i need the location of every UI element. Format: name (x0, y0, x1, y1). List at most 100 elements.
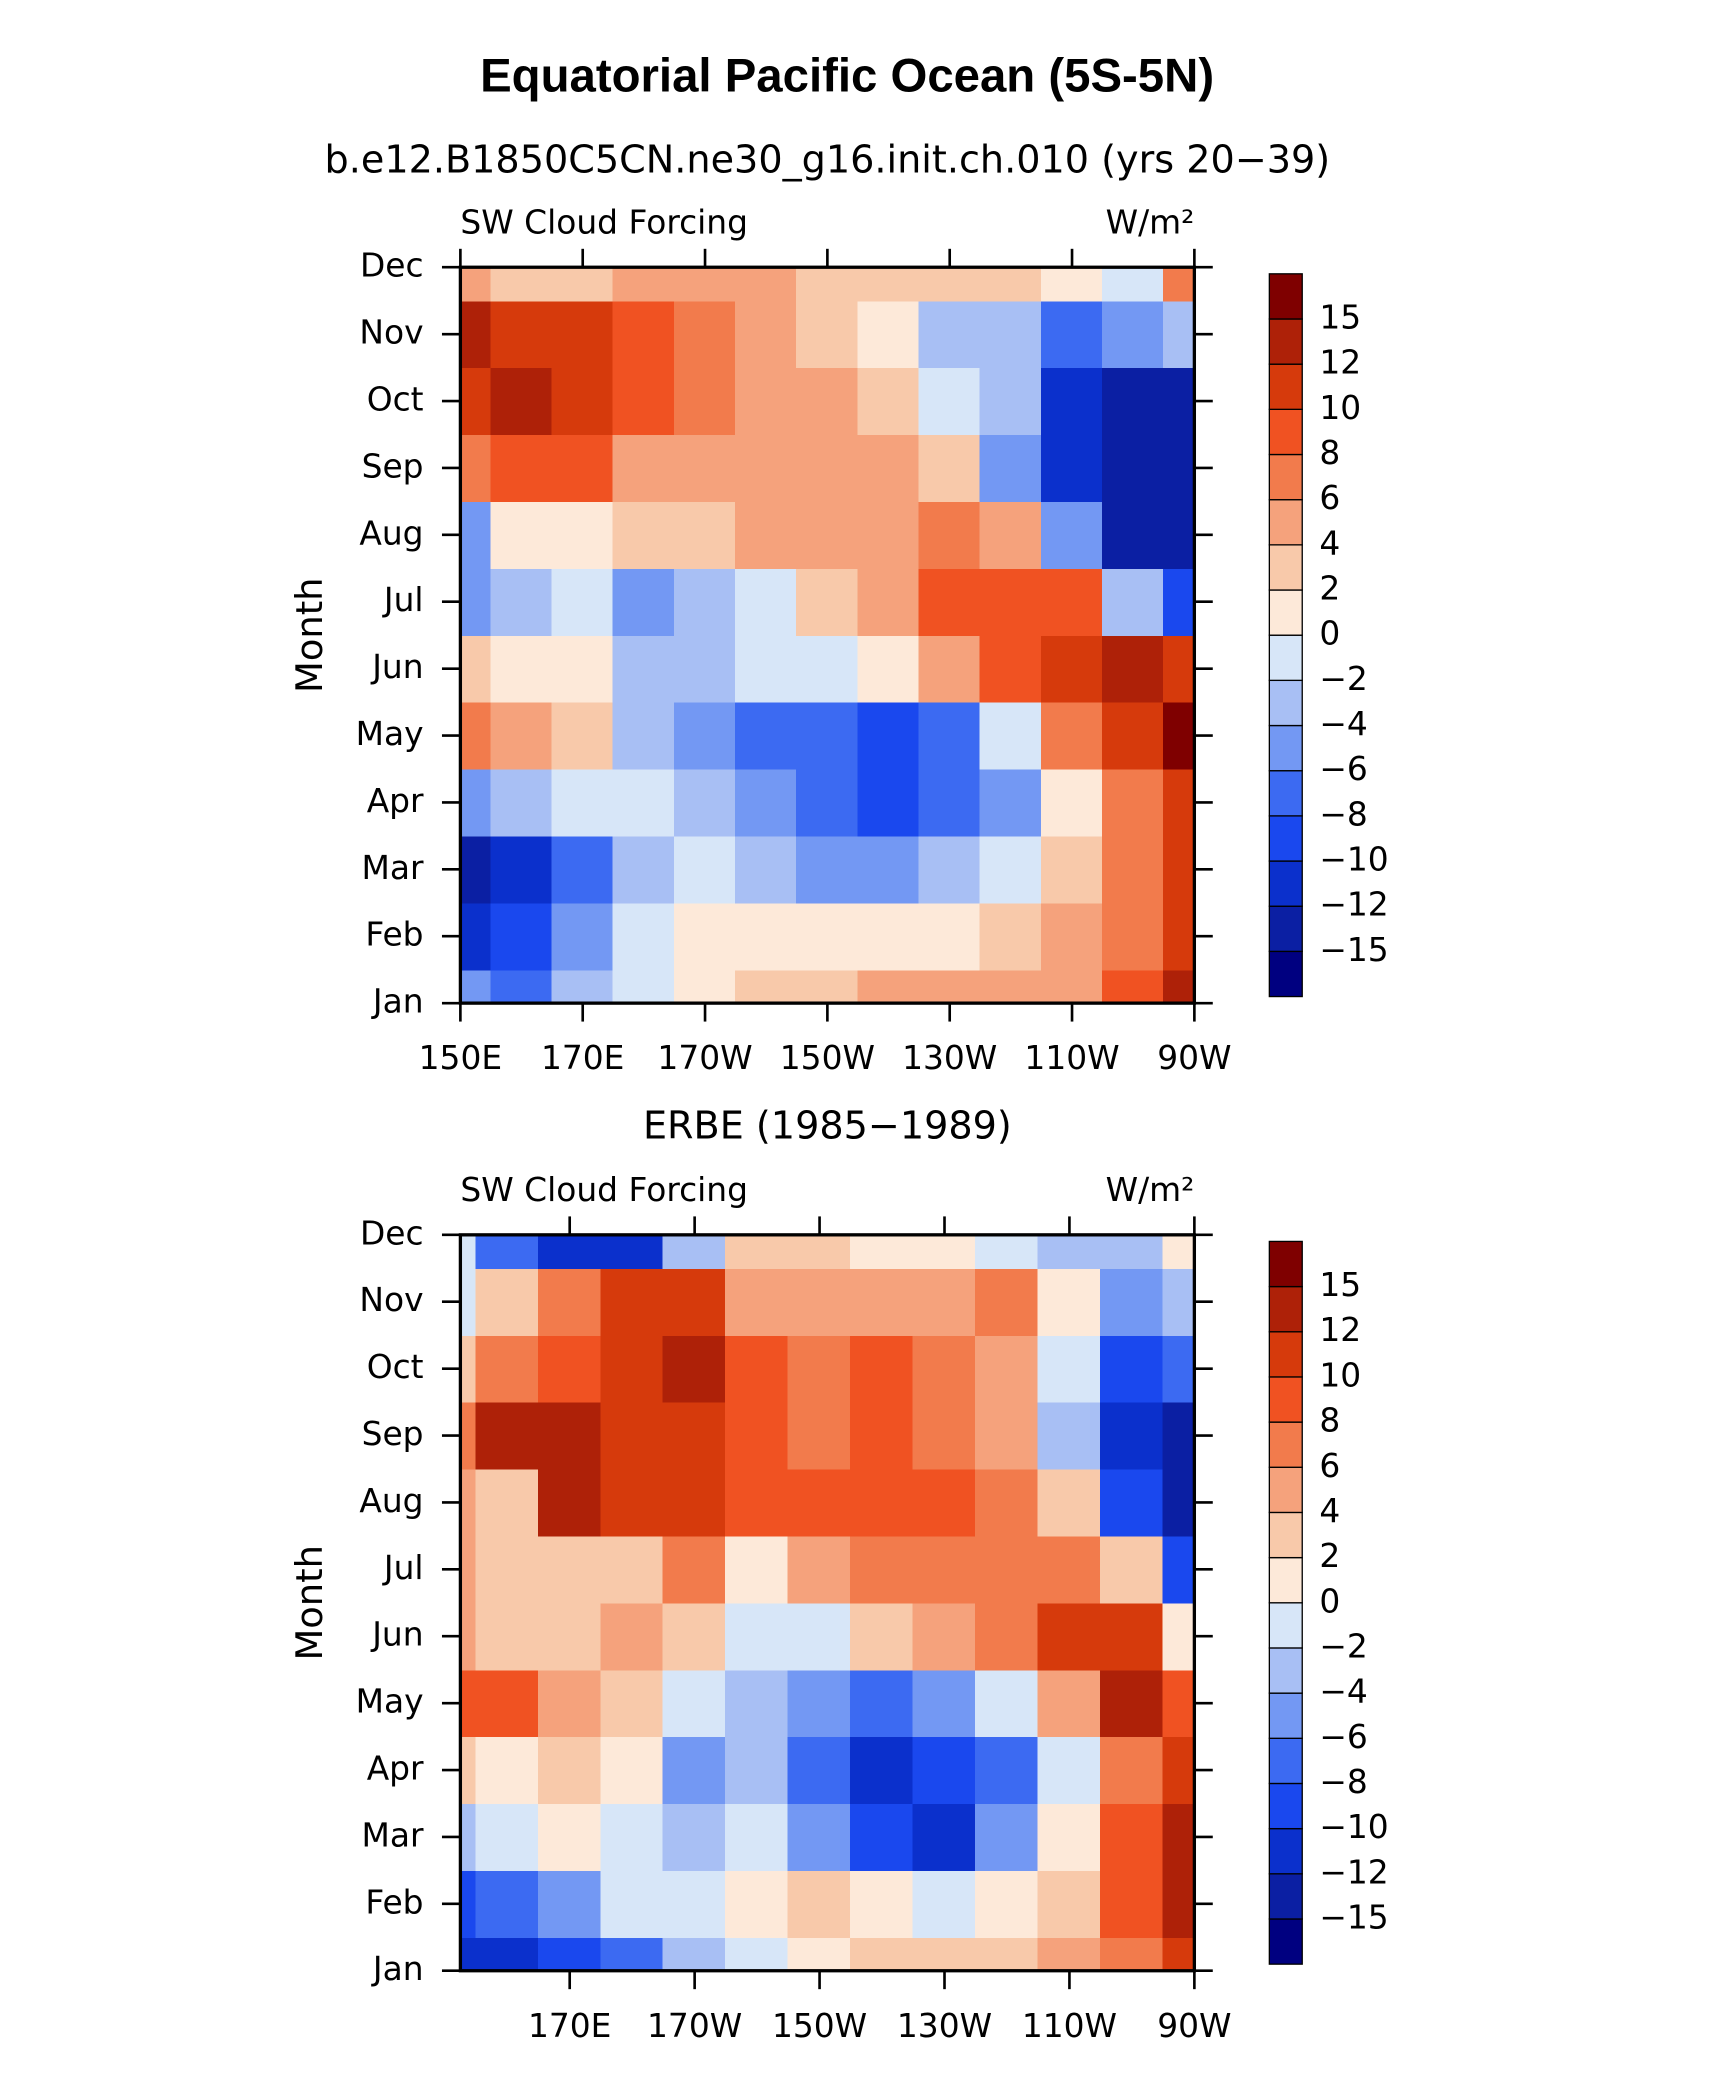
contour-cell (537, 1802, 602, 1872)
contour-cell (1163, 969, 1195, 1004)
contour-cell (912, 1802, 977, 1872)
contour-cell (787, 1401, 852, 1470)
contour-cell (918, 267, 981, 302)
contour-cell (850, 1735, 914, 1805)
contour-cell (551, 969, 614, 1004)
contour-cell (1037, 1735, 1102, 1805)
colorbar-label: −2 (1319, 1626, 1367, 1665)
contour-cell (475, 1802, 540, 1872)
contour-cell (600, 1535, 665, 1604)
contour-cell (1163, 835, 1195, 904)
colorbar-box (1268, 1421, 1303, 1468)
contour-cell (787, 1234, 852, 1269)
contour-cell (673, 567, 737, 636)
contour-cell (734, 969, 798, 1004)
contour-field (460, 1234, 1195, 1971)
contour-cell (796, 701, 859, 770)
y-tick-label: Jun (370, 1615, 423, 1654)
y-tick-label: Aug (359, 1481, 423, 1520)
x-tick-label: 130W (902, 1038, 997, 1077)
contour-cell (1162, 1669, 1195, 1738)
y-axis-label: Month (288, 577, 331, 692)
contour-cell (1101, 567, 1165, 636)
contour-cell (537, 1401, 602, 1470)
contour-cell (918, 366, 981, 436)
contour-cell (734, 300, 798, 369)
colorbar-box (1268, 1376, 1303, 1423)
contour-cell (662, 1334, 727, 1403)
contour-cell (918, 300, 981, 369)
contour-cell (600, 1234, 665, 1269)
contour-cell (537, 1735, 602, 1805)
contour-cell (850, 1267, 914, 1336)
x-tick-label: 110W (1022, 2006, 1117, 2045)
y-tick-label: Nov (359, 1280, 423, 1319)
contour-cell (612, 768, 676, 837)
contour-cell (857, 366, 920, 436)
y-tick-label: Dec (360, 1213, 424, 1252)
contour-cell (850, 1401, 914, 1470)
y-tick-label: Mar (362, 848, 424, 887)
contour-cell (673, 500, 737, 569)
y-axis-label: Month (288, 1545, 331, 1660)
contour-cell (918, 835, 981, 904)
colorbar-box (1268, 273, 1303, 320)
contour-cell (1162, 1401, 1195, 1470)
y-tick-label: Jun (370, 647, 423, 686)
contour-cell (1101, 902, 1165, 971)
contour-cell (975, 1401, 1039, 1470)
contour-cell (725, 1802, 789, 1872)
contour-cell (551, 500, 614, 569)
contour-cell (1163, 366, 1195, 436)
contour-cell (1037, 1334, 1102, 1403)
subtitle: ERBE (1985−1989) (643, 1104, 1012, 1148)
contour-cell (537, 1468, 602, 1537)
contour-cell (551, 433, 614, 503)
contour-cell (1162, 1602, 1195, 1671)
y-tick-label: Oct (367, 1347, 424, 1386)
colorbar-box (1268, 634, 1303, 682)
colorbar-box (1268, 1873, 1303, 1920)
contour-cell (1037, 1401, 1102, 1470)
contour-cell (975, 1869, 1039, 1938)
x-tick-label: 170E (541, 1038, 624, 1077)
colorbar-label: 15 (1319, 297, 1361, 336)
contour-cell (1037, 1802, 1102, 1872)
colorbar-box (1268, 1556, 1303, 1604)
contour-cell (490, 835, 553, 904)
contour-cell (725, 1936, 789, 1971)
contour-cell (979, 567, 1043, 636)
plot-frame (458, 1233, 1197, 1973)
contour-cell (1163, 701, 1195, 770)
contour-cell (796, 300, 859, 369)
contour-cell (475, 1602, 540, 1671)
contour-cell (857, 267, 920, 302)
x-tick-label: 170W (657, 1038, 752, 1077)
contour-cell (662, 1735, 727, 1805)
contour-cell (537, 1602, 602, 1671)
contour-cell (912, 1936, 977, 1971)
y-tick-label: Dec (360, 246, 424, 285)
contour-cell (1100, 1334, 1164, 1403)
contour-cell (734, 701, 798, 770)
contour-cell (787, 1535, 852, 1604)
contour-cell (1040, 634, 1104, 703)
contour-cell (490, 567, 553, 636)
contour-cell (979, 433, 1043, 503)
x-tick-label: 110W (1024, 1038, 1119, 1077)
contour-cell (600, 1869, 665, 1938)
colorbar-label: 2 (1319, 1536, 1340, 1575)
contour-cell (460, 902, 492, 971)
right-string: W/m² (1106, 202, 1195, 241)
contour-cell (1101, 366, 1165, 436)
contour-cell (725, 1468, 789, 1537)
contour-cell (1163, 433, 1195, 503)
contour-cell (460, 1401, 477, 1470)
contour-cell (1100, 1468, 1164, 1537)
contour-cell (725, 1334, 789, 1403)
y-tick-label: Jan (371, 982, 424, 1021)
contour-cell (1040, 433, 1104, 503)
contour-cell (1101, 500, 1165, 569)
y-tick-label: Nov (359, 313, 423, 352)
colorbar-box (1268, 1240, 1303, 1288)
